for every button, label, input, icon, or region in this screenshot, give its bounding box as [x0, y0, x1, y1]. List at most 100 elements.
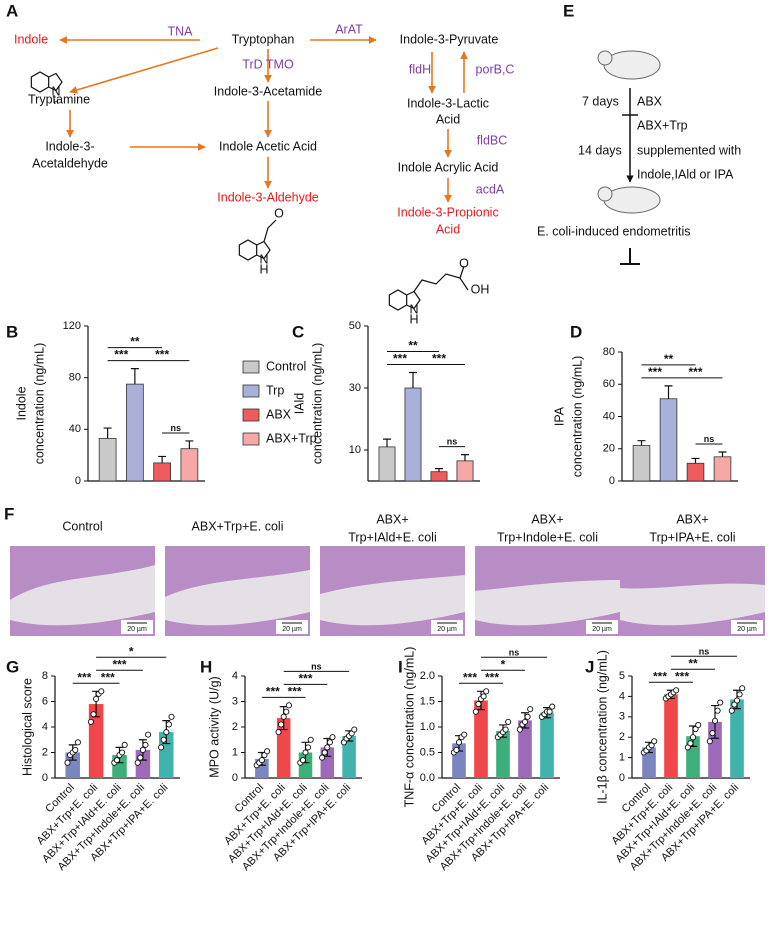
significance-label: ***: [298, 671, 312, 685]
significance-label: ***: [114, 348, 128, 362]
bar: [659, 398, 678, 482]
significance-label: ns: [699, 646, 710, 656]
data-point: [64, 759, 71, 766]
data-point: [142, 741, 149, 748]
schematic-text: 7 days: [582, 94, 619, 108]
data-point: [305, 744, 312, 751]
data-point: [687, 740, 694, 747]
significance-label: ***: [648, 365, 662, 379]
panel-label: H: [200, 657, 212, 676]
data-point: [549, 703, 556, 710]
pathway-text: Tryptophan: [232, 32, 295, 46]
scale-label: 20 µm: [437, 626, 457, 633]
pathway-text: H: [409, 312, 418, 326]
pathway-text: N: [259, 252, 268, 266]
pathway-text: Indole Acrylic Acid: [398, 160, 499, 174]
significance-label: ns: [509, 647, 520, 657]
y-tick-label: 4: [619, 690, 625, 702]
data-point: [139, 746, 146, 754]
y-tick-label: 4: [42, 721, 48, 733]
error-bar: [435, 468, 443, 472]
y-tick-label: 120: [63, 320, 81, 332]
pathway-text: ArAT: [335, 22, 363, 36]
panel-label: D: [570, 322, 582, 341]
bar: [65, 752, 80, 778]
data-point: [264, 748, 271, 755]
data-point: [673, 687, 680, 694]
pathway-text: Acid: [436, 112, 460, 126]
bar: [474, 700, 488, 778]
data-point: [733, 697, 741, 704]
scale-label: 20 µm: [282, 626, 302, 633]
pathway-text: O: [274, 206, 284, 220]
bar: [153, 462, 171, 482]
y-axis-title: concentration (ng/mL): [32, 343, 46, 465]
pathway-text: fldH: [409, 62, 431, 76]
data-point: [321, 749, 328, 756]
image-title: Trp+IPA+E. coli: [649, 530, 735, 544]
error-bar: [185, 440, 194, 449]
image-title: Trp+Indole+E. coli: [497, 530, 598, 544]
panel-label: G: [6, 657, 19, 676]
significance-label: **: [130, 335, 140, 349]
data-point: [453, 746, 460, 754]
significance-label: ***: [77, 670, 91, 684]
y-tick-label: 0.5: [420, 746, 435, 758]
panel-label: J: [585, 657, 594, 676]
legend-swatch: [242, 384, 260, 398]
data-point: [145, 731, 152, 738]
data-point: [168, 713, 175, 720]
legend-swatch: [242, 360, 260, 374]
error-bar: [664, 385, 673, 399]
mouse-head: [597, 186, 613, 202]
pathway-text: Indole-3-Acetamide: [214, 84, 322, 98]
pathway-text: Acid: [436, 222, 460, 236]
data-point: [695, 721, 702, 729]
data-point: [72, 746, 79, 754]
y-axis-title: concentration (ng/mL): [570, 356, 584, 478]
y-tick-label: 5: [619, 670, 625, 682]
significance-label: ns: [170, 423, 181, 433]
significance-label: *: [501, 657, 506, 671]
image-title: Control: [62, 519, 102, 533]
panel-label: I: [398, 657, 403, 676]
data-point: [728, 707, 735, 714]
pathway-arrows: [59, 36, 468, 203]
pathway-text: H: [259, 262, 268, 276]
data-point: [516, 726, 523, 733]
bar: [686, 462, 705, 482]
error-bar: [158, 455, 167, 463]
y-tick-label: 0: [619, 772, 625, 784]
panel-label: C: [292, 322, 304, 341]
data-point: [351, 726, 358, 733]
bar: [518, 720, 532, 778]
bar: [632, 445, 651, 482]
y-tick-label: 80: [603, 346, 615, 358]
mouse-head: [597, 50, 613, 66]
y-tick-label: 6: [42, 695, 48, 707]
image-title: ABX+: [376, 512, 408, 526]
y-tick-label: 10: [349, 444, 361, 456]
schematic-text: ABX: [637, 94, 663, 108]
scale-label: 20 µm: [127, 626, 147, 633]
indole-structure: [30, 71, 63, 93]
bar: [456, 460, 474, 482]
data-point: [258, 757, 265, 764]
significance-label: ***: [675, 669, 689, 683]
aldehyde-structure: [238, 219, 277, 261]
y-tick-label: 60: [603, 378, 615, 390]
y-axis-title: IL-1β concentration (ng/mL): [595, 650, 609, 804]
data-point: [521, 718, 529, 725]
y-tick-label: 3: [232, 695, 238, 707]
y-tick-label: 80: [69, 372, 81, 384]
data-point: [137, 754, 144, 761]
data-point: [505, 718, 512, 725]
data-point: [527, 706, 534, 713]
data-point: [74, 739, 81, 746]
pathway-text: Indole-3-Propionic: [397, 205, 498, 219]
lumen: [10, 565, 155, 626]
pathway-text: porB,C: [476, 62, 515, 76]
legend-label: ABX: [266, 407, 292, 421]
data-point: [717, 699, 724, 706]
bar: [342, 735, 356, 778]
